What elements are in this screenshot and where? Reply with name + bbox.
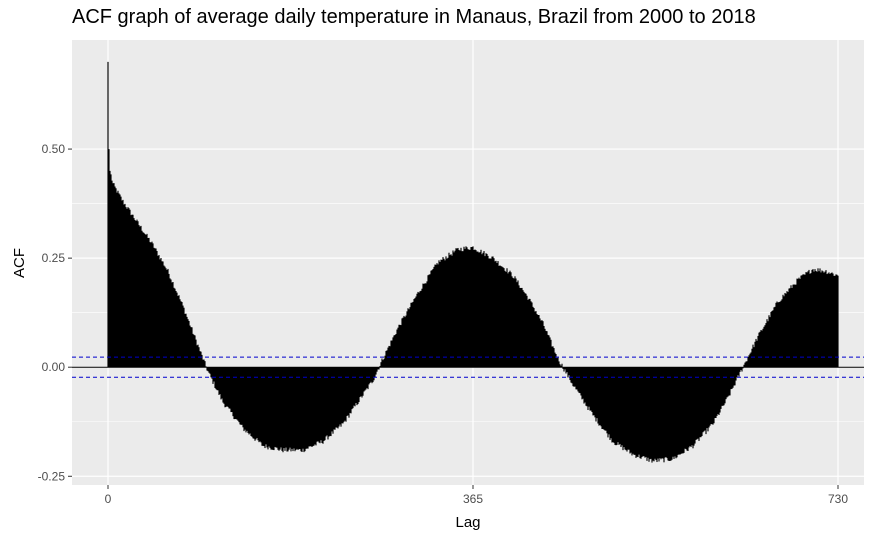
y-axis-label: ACF xyxy=(11,248,28,278)
y-tick-label: -0.25 xyxy=(38,469,66,483)
y-tick-label: 0.50 xyxy=(42,142,66,156)
chart-title: ACF graph of average daily temperature i… xyxy=(72,6,756,28)
y-tick-label: 0.00 xyxy=(42,360,66,374)
reference-lines xyxy=(72,356,864,378)
acf-bars xyxy=(107,61,839,463)
x-tick-label: 730 xyxy=(828,492,848,506)
x-tick-label: 365 xyxy=(463,492,483,506)
x-axis-ticks: 0 365 730 xyxy=(105,485,848,506)
y-tick-label: 0.25 xyxy=(42,251,66,265)
x-tick-label: 0 xyxy=(105,492,112,506)
y-axis-ticks: -0.25 0.00 0.25 0.50 xyxy=(38,142,72,483)
x-axis-label: Lag xyxy=(455,514,480,531)
